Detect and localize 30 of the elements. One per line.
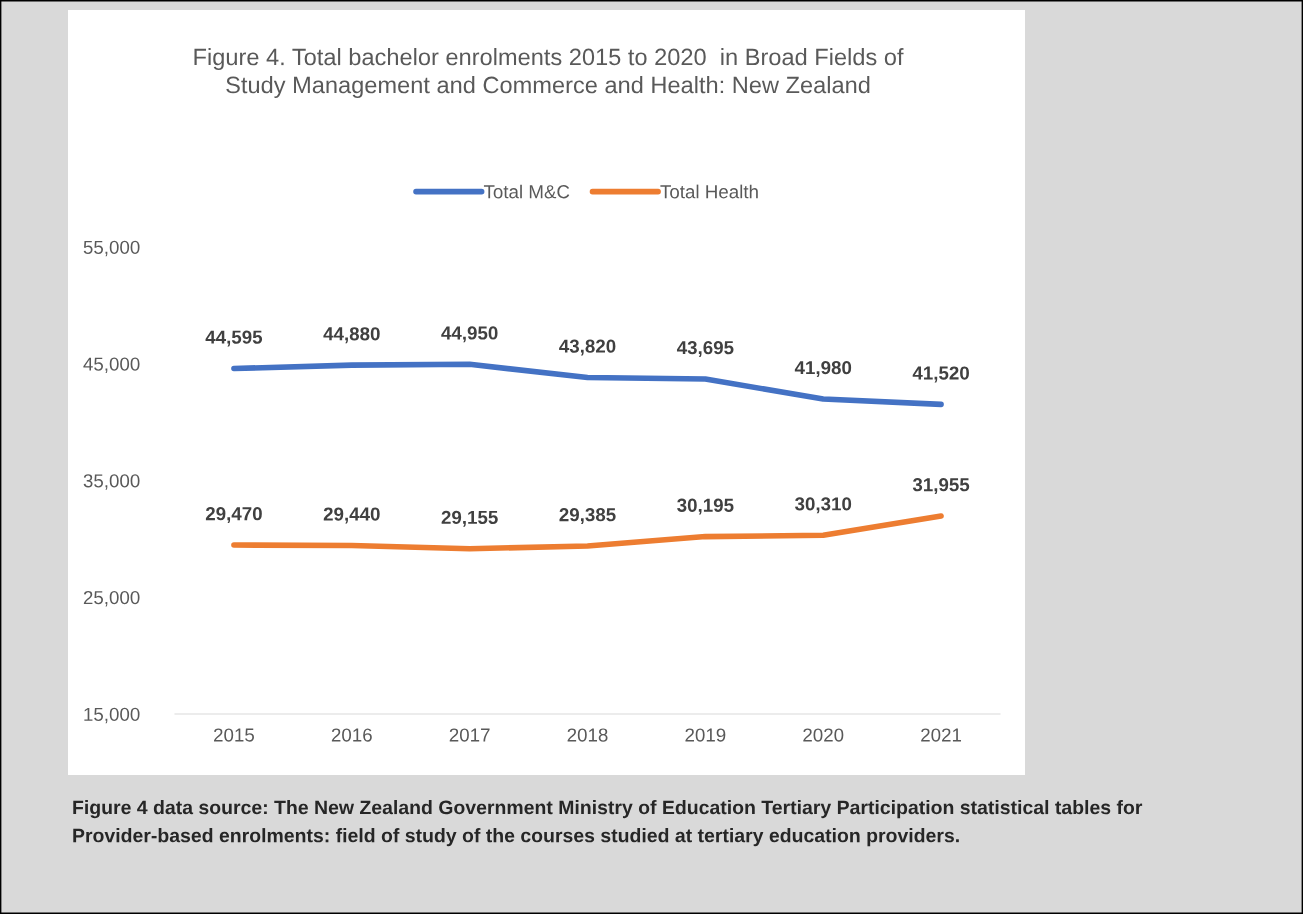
data-label: 41,520 <box>912 366 969 383</box>
legend-label: Total Health <box>660 184 758 199</box>
data-label: 43,820 <box>559 339 616 356</box>
data-label: 29,155 <box>441 510 498 527</box>
x-tick-label: 2018 <box>567 728 608 742</box>
legend-label: Total M&C <box>483 184 570 199</box>
data-label: 44,880 <box>323 327 380 344</box>
data-label: 29,440 <box>323 507 380 524</box>
chart-title: Figure 4. Total bachelor enrolments 2015 to 2020 in Broad Fields of Study Management and Commerce and Health: New Zealand <box>194 48 904 99</box>
data-label: 43,695 <box>676 340 734 357</box>
x-tick-label: 2019 <box>685 728 726 742</box>
y-tick-label: 25,000 <box>83 590 140 607</box>
x-tick-label: 2015 <box>214 728 254 742</box>
data-label: 30,195 <box>677 498 734 515</box>
y-tick-label: 55,000 <box>83 240 140 257</box>
caption: Figure 4 data source: The New Zealand Government Ministry of Education Tertiary Participation statistical tables for Provider-based enrolments: field of study of the courses studied at tertiary education providers. <box>73 800 1143 847</box>
data-label: 44,595 <box>205 330 263 347</box>
y-tick-label: 45,000 <box>83 357 140 373</box>
data-label: 44,950 <box>441 326 498 343</box>
x-tick-label: 2017 <box>449 728 490 742</box>
data-label: 29,385 <box>559 508 616 525</box>
y-tick-label: 15,000 <box>84 707 140 724</box>
data-label: 30,310 <box>794 497 852 514</box>
x-tick-label: 2020 <box>803 728 844 742</box>
data-label: 31,955 <box>912 478 970 495</box>
x-tick-label: 2021 <box>921 728 962 742</box>
y-tick-label: 35,000 <box>83 474 140 490</box>
data-label: 29,470 <box>205 507 262 524</box>
data-label: 41,980 <box>794 361 852 378</box>
x-tick-label: 2016 <box>331 728 372 742</box>
